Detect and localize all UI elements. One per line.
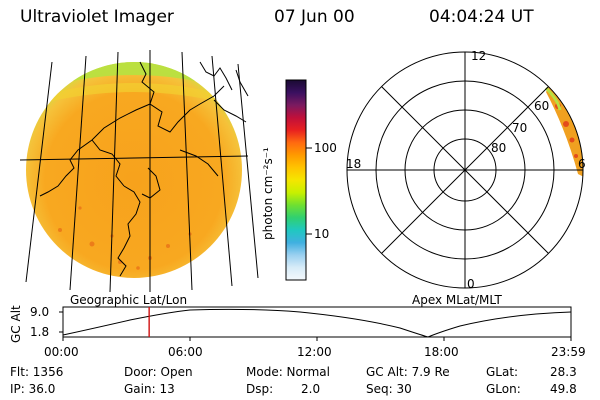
status-glat-label: GLat: [486, 365, 519, 379]
status-glon-label: GLon: [486, 382, 521, 396]
mlat-label-60: 60 [534, 99, 549, 113]
mlat-label-70: 70 [512, 121, 527, 135]
uv-image-panel [19, 50, 259, 293]
timeline-frame [62, 306, 572, 338]
timeline-ylabel: GC Alt [9, 305, 23, 343]
status-dsp-label: Dsp: [246, 382, 274, 396]
status-flt: Flt: 1356 [10, 365, 64, 379]
timeline-xtick-2359: 23:59 [551, 345, 586, 359]
status-gc-alt: GC Alt: 7.9 Re [366, 365, 450, 379]
status-door: Door: Open [124, 365, 193, 379]
polar-grid [346, 51, 584, 289]
earth-disk [26, 62, 242, 278]
colorbar [285, 79, 312, 281]
limb-transition [40, 83, 228, 104]
status-glat-value: 28.3 [550, 365, 577, 379]
timeline-xtick-1800: 18:00 [424, 345, 459, 359]
status-mode: Mode: Normal [246, 365, 330, 379]
timeline-ytick-top: 9.0 [30, 305, 50, 319]
status-gain: Gain: 13 [124, 382, 175, 396]
colorbar-unit-label: photon cm⁻²s⁻¹ [261, 147, 275, 240]
status-dsp-value: 2.0 [301, 382, 321, 396]
header-date: 07 Jun 00 [274, 7, 355, 27]
instrument-title: Ultraviolet Imager [20, 7, 174, 27]
timeline-xtick-0000: 00:00 [44, 345, 79, 359]
status-glon-value: 49.8 [550, 382, 577, 396]
mlt-label-6: 6 [578, 157, 586, 171]
altitude-curve [62, 308, 572, 338]
colorbar-gradient [285, 79, 307, 281]
mlat-label-80: 80 [491, 141, 506, 155]
coastlines [39, 61, 249, 277]
timeline-ytick-bottom: 1.8 [30, 325, 50, 339]
mlt-label-18: 18 [346, 157, 361, 171]
status-ip: IP: 36.0 [10, 382, 56, 396]
timeline-xtick-1200: 12:00 [297, 345, 332, 359]
aurora-oval-edge [544, 86, 562, 111]
aurora-speckles [58, 206, 192, 270]
polar-panel: 12 18 6 0 80 70 60 [346, 49, 586, 291]
header-time: 04:04:24 UT [429, 7, 534, 27]
colorbar-label-100: 100 [314, 141, 337, 155]
altitude-timeline [59, 306, 572, 341]
geo-panel-label: Geographic Lat/Lon [70, 293, 188, 307]
status-seq: Seq: 30 [366, 382, 412, 396]
colorbar-label-10: 10 [314, 227, 330, 241]
timeline-xticks [62, 337, 572, 341]
timeline-xtick-0600: 06:00 [168, 345, 203, 359]
mlt-label-0: 0 [467, 277, 475, 291]
graticule [19, 50, 259, 293]
mlt-label-12: 12 [471, 49, 486, 63]
polar-diagonal-2 [381, 86, 549, 254]
polar-panel-label: Apex MLat/MLT [412, 293, 502, 307]
